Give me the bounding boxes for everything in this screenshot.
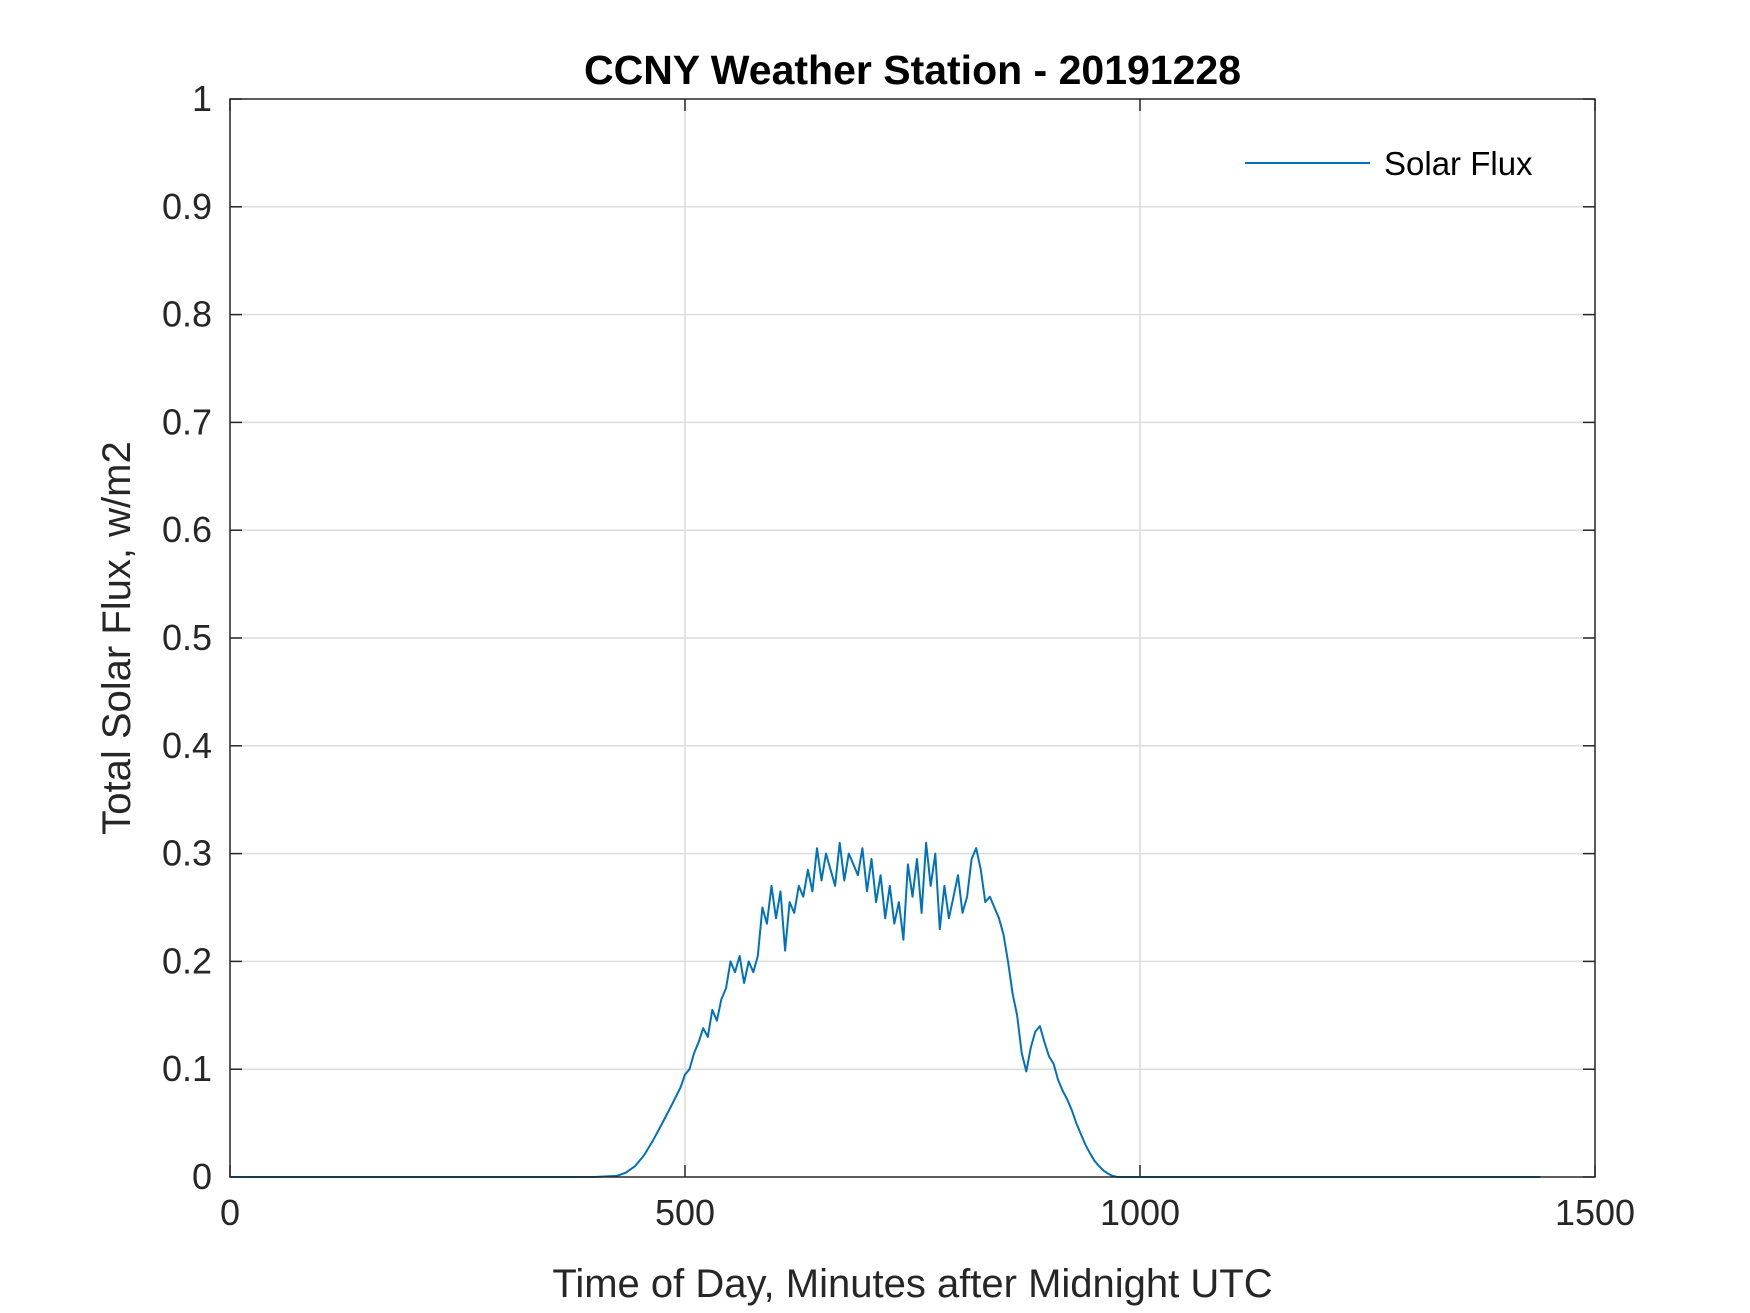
y-tick-label: 0.6: [162, 509, 212, 550]
legend-box: [1229, 127, 1583, 189]
y-tick-label: 0.8: [162, 294, 212, 335]
y-tick-label: 0.2: [162, 940, 212, 981]
y-tick-label: 1: [192, 78, 212, 119]
grid-lines: [230, 99, 1595, 1177]
x-tick-label: 0: [220, 1192, 240, 1233]
legend: Solar Flux: [1229, 127, 1583, 189]
y-tick-label: 0.1: [162, 1048, 212, 1089]
series-line-solar-flux: [230, 841, 1541, 1178]
y-tick-label: 0.3: [162, 833, 212, 874]
y-tick-label: 0: [192, 1156, 212, 1197]
axes-box: [229, 98, 1596, 1178]
x-tick-label: 1000: [1100, 1192, 1180, 1233]
y-tick-label: 0.5: [162, 617, 212, 658]
y-tick-label: 0.4: [162, 725, 212, 766]
x-axis-label: Time of Day, Minutes after Midnight UTC: [552, 1262, 1272, 1306]
chart-title: CCNY Weather Station - 20191228: [584, 47, 1241, 93]
y-axis-label: Total Solar Flux, w/m2: [95, 441, 139, 834]
y-tick-label: 0.7: [162, 401, 212, 442]
x-tick-label: 1500: [1555, 1192, 1635, 1233]
y-tick-label: 0.9: [162, 186, 212, 227]
x-tick-label: 500: [655, 1192, 715, 1233]
series-layer: [230, 841, 1541, 1178]
legend-label-solar-flux: Solar Flux: [1384, 145, 1533, 182]
tick-labels: 0 500 1000 1500 0 0.1 0.2 0.3 0.4 0.5 0.6 0.7 0.8 0.9…: [162, 78, 1635, 1233]
